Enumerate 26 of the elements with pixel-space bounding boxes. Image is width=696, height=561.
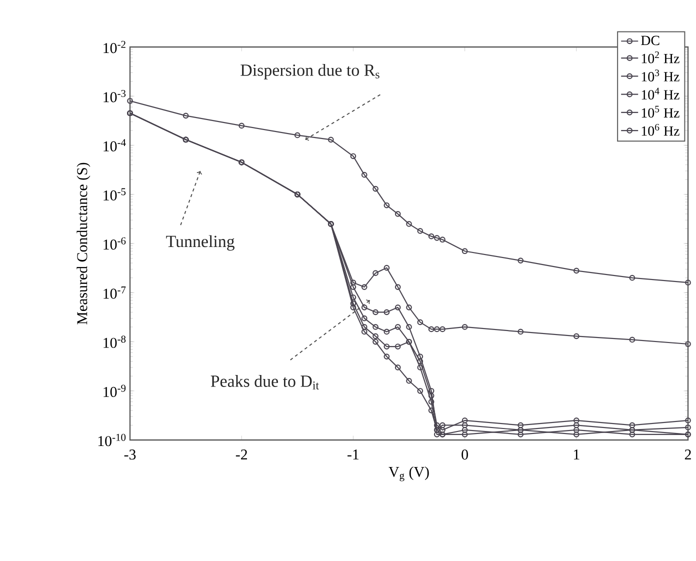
legend-label: 10$^{2}$ Hz bbox=[642, 51, 680, 64]
y-axis-title: Measured Conductance (S) bbox=[76, 162, 90, 324]
y-tick-label: 10$^{-8}$ bbox=[104, 336, 126, 348]
annotation: Tunneling bbox=[166, 235, 235, 251]
legend-label: DC bbox=[641, 36, 660, 46]
y-tick-label: 10$^{-7}$ bbox=[104, 286, 126, 299]
x-tick-label: 0 bbox=[462, 450, 468, 460]
x-tick-label: -1 bbox=[348, 450, 359, 460]
legend-label: 10$^{4}$ Hz bbox=[642, 88, 680, 100]
y-tick-label: 10$^{-9}$ bbox=[104, 384, 126, 398]
x-tick-label: -3 bbox=[124, 450, 136, 460]
annotation: Dispersion due to R$_{s}$ bbox=[240, 64, 380, 80]
y-tick-label: 10$^{-2}$ bbox=[104, 40, 126, 54]
x-axis-title: V$_{g}$ (V) bbox=[388, 466, 429, 482]
y-tick-label: 10$^{-3}$ bbox=[104, 90, 126, 102]
y-tick-label: 10$^{-10}$ bbox=[98, 434, 126, 446]
y-tick-label: 10$^{-4}$ bbox=[104, 139, 126, 152]
legend-label: 10$^{6}$ Hz bbox=[642, 124, 680, 136]
legend-label: 10$^{5}$ Hz bbox=[642, 106, 680, 118]
y-tick-label: 10$^{-6}$ bbox=[104, 237, 126, 250]
y-tick-label: 10$^{-5}$ bbox=[104, 188, 126, 200]
x-tick-label: -2 bbox=[236, 450, 247, 460]
legend-label: 10$^{3}$ Hz bbox=[642, 70, 680, 82]
x-tick-label: 1 bbox=[574, 450, 580, 460]
annotation: Peaks due to D$_{it}$ bbox=[210, 375, 319, 390]
x-tick-label: 2 bbox=[684, 450, 691, 460]
